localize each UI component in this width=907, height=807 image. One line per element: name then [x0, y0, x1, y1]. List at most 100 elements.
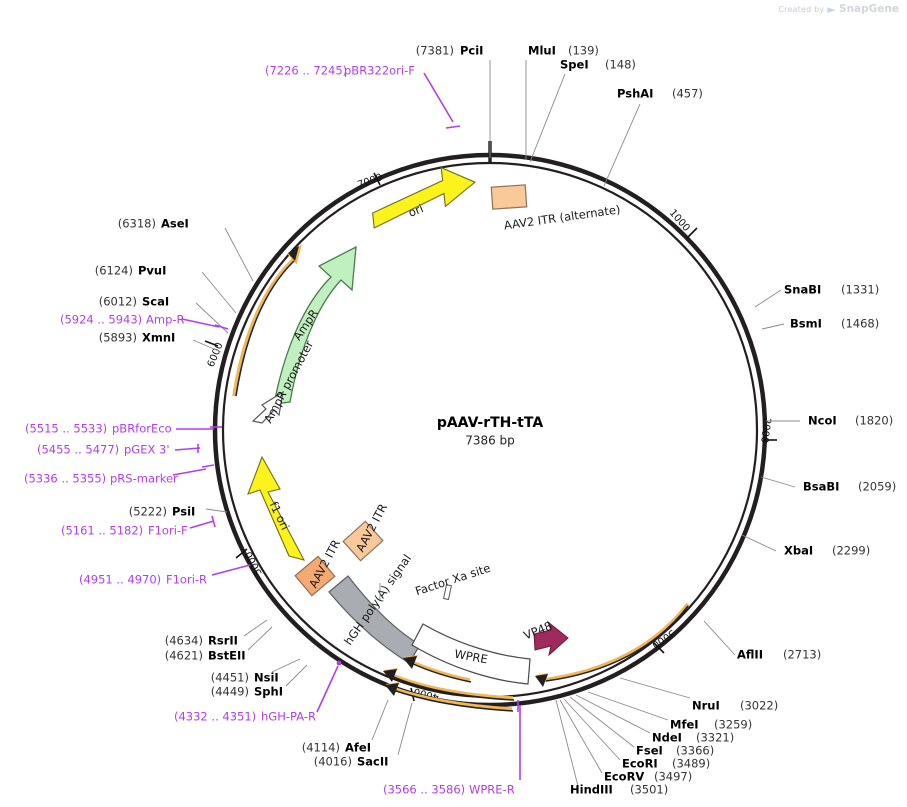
feature-label-wpre: WPRE	[453, 647, 488, 667]
primer-name: pGEX 3'	[124, 443, 170, 457]
feature-factor-xa-site[interactable]: Factor Xa site	[413, 561, 492, 601]
primer-wpre-r[interactable]: (3566 .. 3586) WPRE-R	[383, 700, 521, 797]
enzyme-bsmi[interactable]: BsmI (1468)	[761, 317, 879, 331]
primer-hgh-pa-r[interactable]: (4332 .. 4351) hGH-PA-R	[174, 660, 342, 724]
enzyme-name: NsiI	[254, 671, 279, 685]
enzyme-position: (5893)	[99, 331, 137, 345]
primer-prs-marker[interactable]: (5336 .. 5355) pRS-marker	[24, 464, 215, 486]
watermark-prefix: Created by	[778, 4, 825, 14]
primer-amp-r[interactable]: (5924 .. 5943) Amp-R	[60, 313, 229, 330]
enzyme-snabi[interactable]: SnaBI (1331)	[754, 283, 879, 308]
feature-label-factor-xa-site: Factor Xa site	[413, 561, 492, 598]
primer-name: Amp-R	[146, 313, 185, 327]
enzyme-fsei[interactable]: FseI (3366)	[569, 696, 714, 758]
enzyme-position: (148)	[605, 58, 636, 72]
axis-ticks: 1000 2000 3000 4000 5000 6000 7000	[204, 141, 777, 702]
enzyme-scai[interactable]: (6012) ScaI	[99, 295, 229, 334]
enzyme-position: (7381)	[416, 44, 454, 58]
enzyme-position: (1820)	[855, 414, 893, 428]
enzyme-name: SnaBI	[784, 283, 821, 297]
primer-name: F1ori-R	[166, 573, 207, 587]
enzyme-name: XbaI	[784, 544, 813, 558]
primer-f1ori-r[interactable]: (4951 .. 4970) F1ori-R	[79, 564, 251, 587]
enzyme-pshai[interactable]: PshAI (457)	[603, 87, 703, 187]
primer-f1ori-f[interactable]: (5161 .. 5182) F1ori-F	[61, 515, 216, 538]
enzyme-position: (4451)	[211, 671, 249, 685]
enzyme-bstxii[interactable]: (4621) BstEII	[165, 626, 273, 663]
enzyme-name: RsrII	[208, 634, 238, 648]
feature-label-f1-ori: f1 ori	[267, 499, 293, 532]
enzyme-ndei[interactable]: NdeI (3321)	[575, 694, 734, 745]
enzyme-pvui[interactable]: (6124) PvuI	[95, 264, 237, 314]
primer-range: (4951 .. 4970)	[79, 573, 161, 587]
enzyme-xbai[interactable]: XbaI (2299)	[741, 534, 870, 558]
primer-range: (5455 .. 5477)	[37, 443, 119, 457]
enzyme-afei[interactable]: (4114) AfeI	[302, 699, 389, 755]
watermark-brand: SnapGene	[839, 3, 899, 15]
primer-pbrforeco[interactable]: (5515 .. 5533) pBRforEco	[25, 422, 222, 436]
enzyme-mlui[interactable]: MluI (139)	[525, 44, 599, 161]
tick-label: 2000	[758, 417, 772, 444]
enzyme-mfei[interactable]: MfeI (3259)	[587, 691, 752, 732]
tick-5000: 5000	[235, 548, 265, 577]
enzyme-name: MfeI	[670, 718, 699, 732]
primer-range: (5515 .. 5533)	[25, 422, 107, 436]
enzyme-sphi[interactable]: (4449) SphI	[211, 664, 308, 699]
enzyme-hindiii[interactable]: HindIII (3501)	[555, 699, 668, 797]
primer-range: (7226 .. 7245)	[265, 64, 347, 78]
primer-name: F1ori-F	[148, 524, 188, 538]
enzyme-xmni[interactable]: (5893) XmnI	[99, 331, 222, 353]
page-title: pAAV-rTH-tTA	[437, 415, 544, 431]
enzyme-name: XmnI	[142, 331, 175, 345]
enzyme-name: ScaI	[142, 295, 169, 309]
primer-pgex-3[interactable]: (5455 .. 5477) pGEX 3'	[37, 443, 201, 457]
enzyme-sacii[interactable]: (4016) SacII	[314, 702, 413, 769]
enzyme-ncoi[interactable]: NcoI (1820)	[766, 414, 893, 428]
enzyme-pcii[interactable]: (7381) PciI	[416, 44, 491, 159]
feature-wpre[interactable]: WPRE	[411, 623, 531, 685]
enzyme-position: (4114)	[302, 741, 340, 755]
enzyme-nsii[interactable]: (4451) NsiI	[211, 658, 301, 685]
enzyme-position: (6318)	[118, 217, 156, 231]
enzyme-bsabi[interactable]: BsaBI (2059)	[760, 476, 896, 494]
enzyme-name: SacII	[357, 755, 388, 769]
feature-ampr-promoter[interactable]: AmpR promoter	[251, 338, 316, 425]
primer-range: (5924 .. 5943)	[60, 313, 142, 327]
orange-annotation-arcs	[232, 244, 690, 712]
enzyme-name: PshAI	[617, 87, 653, 101]
enzyme-position: (6012)	[99, 295, 137, 309]
enzyme-name: HindIII	[570, 783, 613, 797]
enzyme-name: PvuI	[138, 264, 166, 278]
enzyme-nrui[interactable]: NruI (3022)	[619, 677, 778, 713]
feature-aav2-itr-alternate[interactable]: AAV2 ITR (alternate)	[490, 184, 621, 233]
enzyme-name: NdeI	[652, 731, 682, 745]
enzyme-ecori[interactable]: EcoRI (3489)	[563, 698, 710, 771]
feature-label-ori: ori	[406, 201, 425, 220]
enzyme-position: (1468)	[841, 317, 879, 331]
tick-2000: 2000	[758, 417, 777, 444]
enzyme-position: (457)	[672, 87, 703, 101]
enzyme-spei[interactable]: SpeI (148)	[529, 58, 636, 163]
enzyme-ecorv[interactable]: EcoRV (3497)	[559, 699, 692, 784]
enzyme-rsrii[interactable]: (4634) RsrII	[165, 619, 268, 648]
enzyme-position: (2059)	[858, 480, 896, 494]
enzyme-name: AfeI	[345, 741, 371, 755]
snapgene-watermark: Created by ► SnapGene	[778, 3, 899, 15]
enzyme-aflii[interactable]: AflII (2713)	[703, 620, 821, 662]
enzyme-name: SpeI	[560, 58, 589, 72]
feature-f1-ori[interactable]: f1 ori	[247, 455, 306, 561]
enzyme-name: FseI	[636, 744, 663, 758]
feature-hgh-polya-signal[interactable]: hGH poly(A) signal	[328, 552, 421, 664]
enzyme-name: AseI	[161, 217, 189, 231]
enzyme-asei[interactable]: (6318) AseI	[118, 217, 254, 282]
primer-name: hGH-PA-R	[261, 710, 316, 724]
feature-vp48[interactable]: VP48	[522, 619, 569, 657]
feature-ori[interactable]: ori	[369, 164, 479, 229]
feature-aav2-itr-1[interactable]: AAV2 ITR	[342, 501, 390, 562]
enzyme-position: (3501)	[630, 783, 668, 797]
enzyme-psii[interactable]: (5222) PsiI	[129, 505, 228, 519]
snapgene-logo-icon: ►	[827, 2, 837, 16]
primer-pbr322ori-f[interactable]: (7226 .. 7245) pBR322ori-F	[265, 64, 461, 129]
tick-label: 5000	[244, 549, 265, 577]
primer-name: WPRE-R	[469, 783, 515, 797]
